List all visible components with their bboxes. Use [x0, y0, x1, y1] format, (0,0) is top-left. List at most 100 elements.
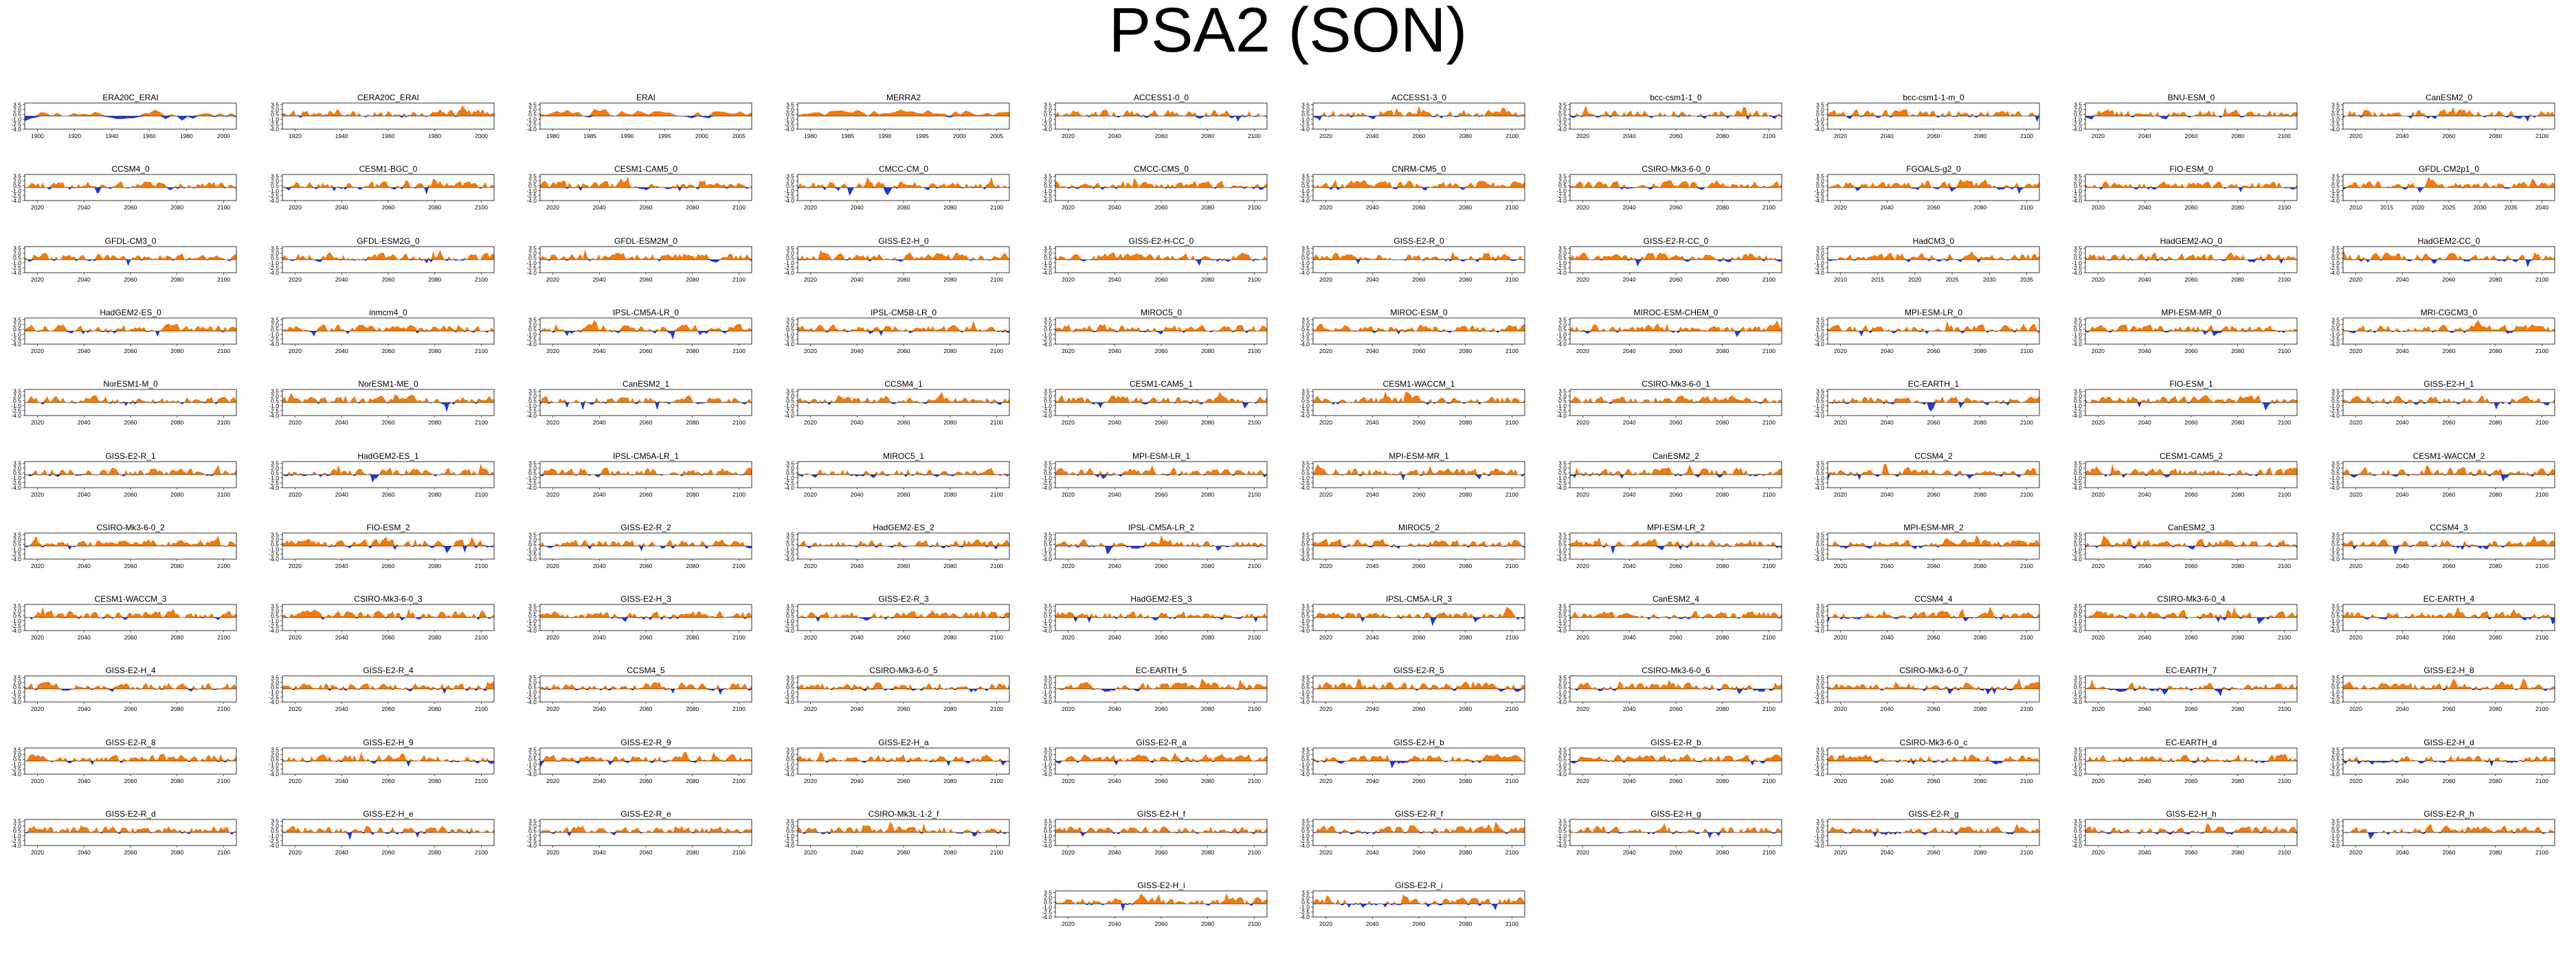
y-tick-label: 0.5	[2331, 469, 2340, 476]
y-tick-label: 0.5	[2074, 828, 2082, 835]
y-tick-label: 0.5	[786, 469, 794, 476]
x-tick-label: 2100	[1505, 419, 1519, 426]
y-tick-label: 3.5	[1044, 460, 1052, 466]
positive-area	[2085, 535, 2298, 546]
x-tick-label: 2040	[1108, 276, 1121, 283]
y-tick-label: -2.5	[1299, 909, 1310, 916]
x-tick-label: 2080	[428, 204, 441, 211]
x-tick-label: 2040	[1881, 133, 1894, 139]
x-tick-label: 2020	[2411, 204, 2424, 211]
y-tick-label: 3.5	[1559, 245, 1567, 251]
x-tick-label: 2060	[897, 348, 910, 354]
x-tick-label: 2060	[1927, 634, 1940, 641]
y-tick-label: -2.5	[2329, 622, 2340, 629]
y-tick-label: 3.5	[1559, 675, 1567, 681]
x-tick-label: 2040	[1623, 634, 1636, 641]
y-tick-label: 2.0	[528, 608, 537, 615]
x-tick-label: 2020	[2349, 491, 2362, 498]
y-tick-label: 2.0	[1559, 249, 1567, 256]
y-tick-label: 0.5	[2331, 756, 2340, 762]
y-tick-label: -4.0	[2329, 699, 2340, 705]
positive-area	[2343, 824, 2555, 833]
x-tick-label: 2020	[2349, 563, 2362, 569]
x-tick-label: 2080	[428, 705, 441, 712]
x-tick-label: 2040	[335, 705, 348, 712]
x-tick-label: 2040	[2138, 204, 2151, 211]
positive-area	[1570, 320, 1782, 331]
x-tick-label: 2080	[1201, 133, 1214, 139]
positive-area	[539, 177, 752, 188]
y-tick-label: 3.5	[1044, 388, 1052, 395]
y-tick-label: -2.5	[2072, 551, 2083, 558]
y-tick-label: 3.5	[2331, 101, 2340, 108]
y-tick-label: -4.0	[1299, 269, 1310, 276]
x-tick-label: 2100	[732, 348, 746, 354]
negative-area	[1055, 904, 1267, 912]
y-tick-label: 3.5	[2074, 460, 2082, 466]
x-tick-label: 2040	[78, 419, 91, 426]
x-tick-label: 2060	[897, 849, 910, 856]
positive-area	[1828, 607, 2040, 618]
x-tick-label: 2080	[2489, 849, 2502, 856]
y-tick-label: -4.0	[1557, 484, 1567, 491]
x-tick-label: 2060	[1670, 133, 1683, 139]
panel-title: IPSL-CM5A-LR_0	[613, 308, 679, 317]
panel-title: EC-EARTH_1	[1908, 379, 1960, 389]
x-tick-label: 2100	[2278, 563, 2291, 569]
x-tick-label: 2060	[1927, 563, 1940, 569]
y-tick-label: -4.0	[269, 484, 279, 491]
negative-area	[2085, 474, 2298, 478]
y-tick-label: 3.5	[2331, 817, 2340, 824]
y-tick-label: -1.0	[1557, 474, 1567, 481]
y-tick-label: 2.0	[1559, 679, 1567, 686]
y-tick-label: -2.5	[11, 622, 21, 629]
y-tick-label: -4.0	[2072, 341, 2083, 348]
x-tick-label: 2060	[2443, 563, 2456, 569]
x-tick-label: 2020	[1834, 491, 1847, 498]
x-tick-label: 2020	[804, 563, 817, 569]
x-tick-label: 2060	[381, 849, 394, 856]
panel-title: IPSL-CM5A-LR_2	[1128, 523, 1194, 532]
y-tick-label: -2.5	[526, 264, 537, 271]
y-tick-label: -4.0	[2072, 269, 2083, 276]
y-tick-label: 3.5	[786, 245, 794, 251]
y-tick-label: 3.5	[2331, 746, 2340, 753]
x-tick-label: 2040	[1108, 563, 1121, 569]
y-tick-label: -4.0	[1557, 341, 1567, 348]
x-tick-label: 2020	[289, 849, 302, 856]
y-tick-label: -4.0	[1299, 484, 1310, 491]
x-tick-label: 2020	[31, 419, 44, 426]
negative-area	[1312, 833, 1525, 835]
x-tick-label: 2060	[1927, 849, 1940, 856]
x-tick-label: 2020	[1319, 634, 1332, 641]
x-tick-label: 2080	[170, 705, 183, 712]
y-tick-label: 2.0	[1301, 321, 1310, 328]
y-tick-label: -4.0	[526, 842, 537, 849]
x-tick-label: 2020	[1062, 204, 1075, 211]
y-tick-label: -4.0	[2329, 556, 2340, 563]
positive-area	[25, 825, 236, 833]
x-tick-label: 2080	[943, 563, 956, 569]
y-tick-label: -2.5	[1815, 479, 1825, 486]
x-tick-label: 2100	[2278, 276, 2291, 283]
x-tick-label: 2040	[2138, 634, 2151, 641]
y-tick-label: -4.0	[1557, 269, 1567, 276]
y-tick-label: -1.0	[269, 331, 279, 338]
y-tick-label: -4.0	[526, 771, 537, 778]
y-tick-label: 2.0	[1301, 393, 1310, 400]
x-tick-label: 2020	[1062, 491, 1075, 498]
y-tick-label: -2.5	[1042, 336, 1052, 343]
y-tick-label: -2.5	[1042, 551, 1052, 558]
